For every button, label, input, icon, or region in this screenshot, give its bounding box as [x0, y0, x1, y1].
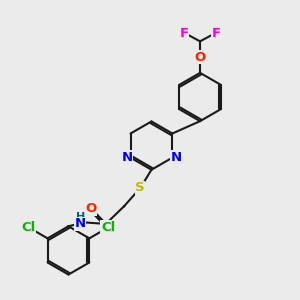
Text: H: H [76, 212, 85, 222]
Text: F: F [212, 27, 220, 40]
Text: F: F [180, 27, 189, 40]
Text: N: N [170, 151, 182, 164]
Text: Cl: Cl [101, 221, 115, 234]
Text: N: N [122, 151, 133, 164]
Text: Cl: Cl [22, 221, 36, 234]
Text: N: N [75, 218, 86, 230]
Text: O: O [85, 202, 97, 215]
Text: O: O [194, 51, 206, 64]
Text: S: S [135, 182, 145, 194]
